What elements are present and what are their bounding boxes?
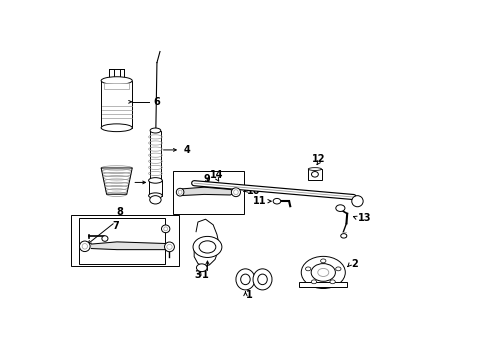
Circle shape [273, 198, 281, 204]
Circle shape [301, 256, 345, 288]
Circle shape [311, 280, 317, 284]
Bar [308, 169, 321, 180]
Ellipse shape [253, 269, 272, 290]
Polygon shape [182, 187, 236, 195]
Bar [101, 81, 132, 128]
Bar [109, 69, 114, 81]
Ellipse shape [241, 274, 250, 285]
Bar [120, 69, 124, 81]
Ellipse shape [308, 168, 321, 170]
Text: 8: 8 [116, 207, 123, 217]
Bar [173, 171, 244, 214]
Ellipse shape [148, 193, 162, 198]
Bar [148, 180, 162, 196]
Circle shape [336, 205, 345, 211]
Bar [150, 131, 161, 179]
Text: 3: 3 [195, 270, 201, 280]
Circle shape [336, 267, 341, 271]
Ellipse shape [101, 124, 132, 132]
Ellipse shape [101, 77, 132, 85]
Text: 1: 1 [246, 291, 253, 301]
Text: 12: 12 [312, 154, 325, 165]
Text: 14: 14 [210, 170, 224, 180]
Text: 9: 9 [204, 174, 210, 184]
Circle shape [199, 241, 216, 253]
Ellipse shape [178, 190, 182, 194]
Bar [299, 282, 347, 287]
Text: 1: 1 [202, 270, 209, 280]
Ellipse shape [312, 172, 318, 177]
Circle shape [306, 267, 311, 271]
Text: 13: 13 [358, 213, 371, 223]
Ellipse shape [148, 177, 162, 183]
Circle shape [318, 269, 329, 276]
Ellipse shape [82, 243, 87, 249]
Ellipse shape [236, 269, 255, 290]
Text: 6: 6 [153, 97, 160, 107]
Ellipse shape [234, 190, 238, 195]
Bar [71, 215, 179, 266]
Circle shape [193, 237, 222, 257]
Circle shape [341, 234, 347, 238]
Ellipse shape [352, 196, 363, 207]
Ellipse shape [164, 227, 168, 231]
Ellipse shape [165, 242, 174, 252]
Ellipse shape [167, 244, 172, 249]
Circle shape [330, 280, 335, 284]
Circle shape [311, 264, 335, 281]
Ellipse shape [102, 236, 108, 241]
Bar [79, 218, 165, 264]
Bar [104, 82, 129, 90]
Circle shape [320, 259, 326, 263]
Ellipse shape [162, 225, 170, 233]
Text: 7: 7 [112, 221, 119, 231]
Ellipse shape [79, 241, 90, 252]
Text: 2: 2 [351, 260, 358, 269]
Ellipse shape [258, 274, 267, 285]
Circle shape [150, 195, 161, 204]
Text: 5: 5 [153, 177, 160, 188]
Polygon shape [194, 219, 220, 266]
Ellipse shape [231, 188, 241, 197]
Text: 10: 10 [247, 186, 261, 196]
Text: 4: 4 [184, 145, 191, 155]
Circle shape [196, 264, 207, 271]
Ellipse shape [176, 188, 184, 196]
Polygon shape [91, 242, 172, 249]
Text: 11: 11 [253, 196, 267, 206]
Ellipse shape [150, 128, 161, 133]
